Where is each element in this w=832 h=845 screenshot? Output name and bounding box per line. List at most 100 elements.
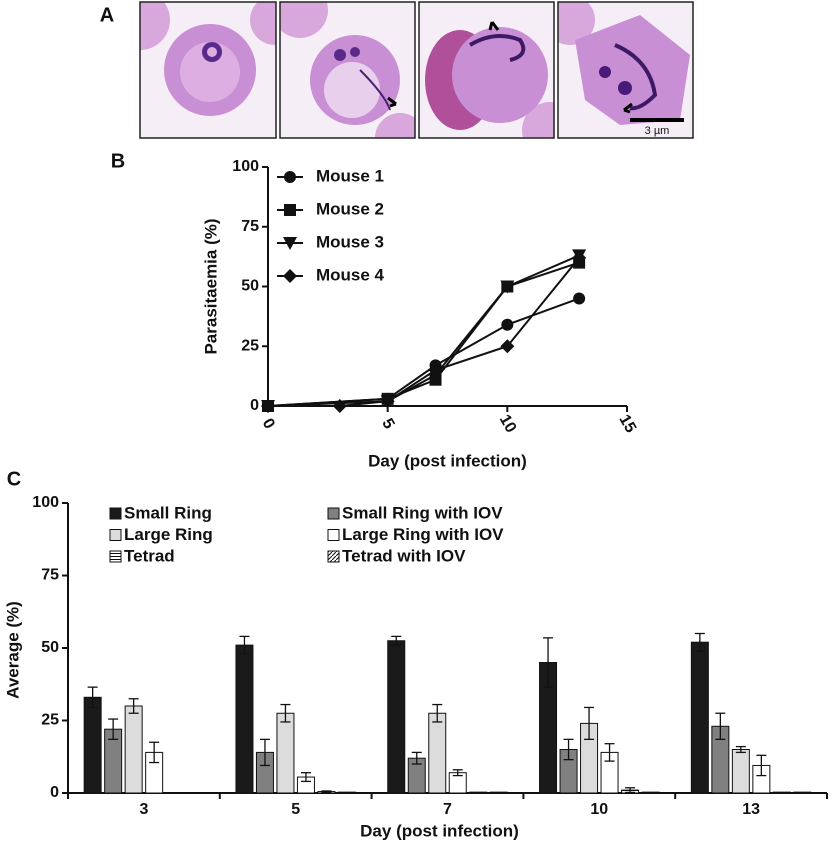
series-line	[267, 261, 580, 407]
legend-marker	[283, 237, 297, 250]
legend-marker	[284, 171, 296, 183]
bar	[793, 791, 812, 794]
error-bar	[543, 637, 554, 688]
x-tick-label: 15	[615, 412, 639, 436]
error-bar	[604, 743, 615, 762]
bar	[337, 791, 356, 794]
legend-label: Mouse 3	[316, 232, 384, 251]
legend-swatch	[327, 550, 340, 563]
error-bar	[432, 703, 443, 723]
panel-label: C	[7, 468, 21, 490]
error-bar	[625, 787, 636, 794]
bar	[641, 791, 660, 794]
marker	[380, 394, 395, 409]
x-axis-title: Day (post infection)	[360, 821, 519, 840]
bar	[428, 712, 447, 794]
y-tick-label: 75	[241, 218, 259, 235]
y-tick-label: 100	[232, 158, 259, 175]
legend-label: Tetrad with IOV	[342, 546, 466, 565]
error-bar	[259, 738, 270, 767]
legend-label: Mouse 2	[316, 199, 384, 218]
y-tick-label: 50	[241, 278, 259, 295]
error-bar	[239, 635, 250, 655]
error-bar	[563, 738, 574, 761]
y-axis-title: Parasitaemia (%)	[201, 218, 220, 354]
panel-label: A	[100, 4, 114, 26]
error-bar	[756, 754, 767, 777]
micrograph-frames	[139, 1, 694, 139]
x-tick-label: 10	[590, 801, 608, 818]
bar	[772, 791, 791, 794]
legend-label: Small Ring with IOV	[342, 503, 503, 522]
legend-label: Large Ring	[124, 525, 213, 544]
y-tick-label: 0	[50, 784, 59, 801]
marker	[332, 399, 347, 413]
bar	[124, 705, 143, 794]
error-bar	[128, 698, 139, 714]
legend-label: Mouse 4	[316, 265, 385, 284]
legend-label: Mouse 1	[316, 166, 384, 185]
marker	[572, 250, 587, 265]
marker	[261, 399, 275, 413]
y-tick-label: 100	[32, 494, 59, 511]
legend-marker	[283, 269, 297, 283]
legend-marker	[284, 204, 296, 216]
bar	[690, 641, 709, 794]
x-tick-label: 5	[378, 416, 397, 432]
x-tick-label: 5	[291, 801, 300, 818]
legend-swatch	[109, 529, 122, 541]
bar	[387, 640, 406, 794]
micrograph	[419, 2, 554, 138]
error-bar	[411, 751, 422, 765]
x-axis-title: Day (post infection)	[368, 451, 527, 470]
error-bar	[694, 632, 705, 652]
marker	[500, 280, 515, 294]
micrograph	[280, 2, 415, 138]
error-bar	[715, 712, 726, 740]
marker	[500, 339, 515, 354]
legend-swatch	[109, 507, 122, 520]
y-tick-label: 25	[41, 712, 59, 729]
y-tick-label: 75	[41, 567, 59, 584]
legend-label: Tetrad	[124, 546, 175, 565]
micrograph	[558, 2, 693, 138]
x-tick-label: 3	[139, 801, 148, 818]
bar	[235, 644, 254, 794]
y-tick-label: 0	[250, 397, 259, 414]
legend-label: Large Ring with IOV	[342, 525, 504, 544]
legend-swatch	[327, 507, 340, 520]
x-tick-label: 13	[742, 801, 760, 818]
marker	[501, 318, 514, 331]
y-tick-label: 25	[241, 337, 259, 354]
panel-label: B	[111, 150, 125, 172]
bar	[469, 791, 488, 794]
marker	[573, 292, 586, 305]
bar	[731, 749, 750, 794]
error-bar	[300, 772, 311, 783]
bar	[276, 712, 295, 794]
error-bar	[735, 745, 746, 754]
x-tick-label: 0	[259, 416, 278, 432]
error-bar	[87, 686, 98, 709]
error-bar	[280, 703, 291, 723]
x-tick-label: 10	[496, 412, 520, 436]
legend-swatch	[109, 550, 122, 563]
error-bar	[584, 706, 595, 740]
y-tick-label: 50	[41, 639, 59, 656]
error-bar	[108, 718, 119, 740]
marker	[428, 363, 443, 378]
bar	[83, 696, 102, 794]
legend-label: Small Ring	[124, 503, 212, 522]
error-bar	[149, 741, 160, 764]
series-line	[268, 257, 580, 407]
x-tick-label: 7	[443, 801, 452, 818]
scale-bar-label: 3 µm	[645, 125, 670, 137]
y-axis-title: Average (%)	[3, 601, 22, 699]
error-bar	[391, 635, 402, 646]
error-bar	[321, 790, 332, 793]
error-bar	[452, 769, 463, 777]
micrograph	[140, 2, 276, 138]
bar	[489, 791, 508, 794]
